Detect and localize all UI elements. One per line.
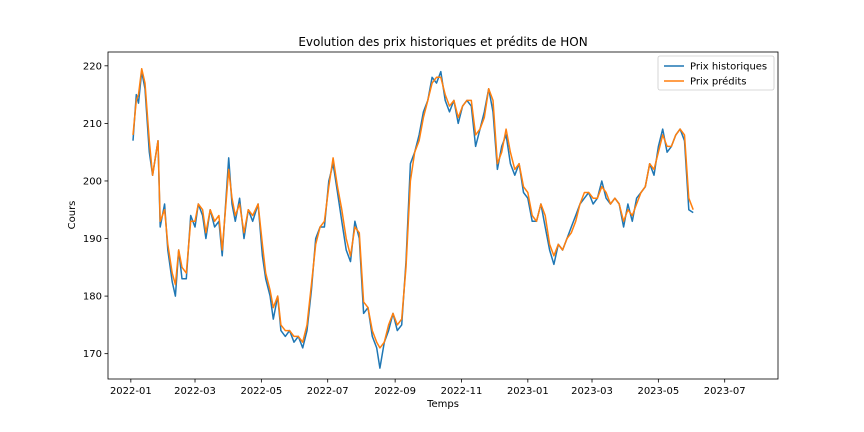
series-line-predicted <box>132 67 694 349</box>
x-tick-label: 2022-05 <box>240 386 282 397</box>
x-axis-label: Temps <box>426 399 459 410</box>
y-tick-label: 190 <box>83 234 102 245</box>
plot-background <box>108 52 778 379</box>
x-tick-label: 2023-01 <box>507 386 549 397</box>
y-tick-label: 170 <box>83 349 102 360</box>
x-tick-label: 2022-07 <box>307 386 349 397</box>
legend-label-predicted: Prix prédits <box>690 76 747 88</box>
y-tick-label: 220 <box>83 61 102 72</box>
y-tick-label: 210 <box>83 119 102 130</box>
y-axis-label: Cours <box>67 201 78 230</box>
x-tick-label: 2023-05 <box>637 386 679 397</box>
x-tick-label: 2023-03 <box>571 386 613 397</box>
x-tick-label: 2022-01 <box>110 386 152 397</box>
y-axis: 170 180 190 200 210 220 <box>83 61 108 360</box>
y-tick-label: 180 <box>83 292 102 303</box>
legend-label-historical: Prix historiques <box>690 62 767 73</box>
chart-title: Evolution des prix historiques et prédit… <box>298 35 587 49</box>
plot-area <box>107 51 779 380</box>
series-layer <box>132 67 694 369</box>
legend: Prix historiques Prix prédits <box>657 55 775 91</box>
x-tick-label: 2023-07 <box>704 386 746 397</box>
legend-box <box>657 55 775 91</box>
x-tick-label: 2022-03 <box>174 386 216 397</box>
plot-frame <box>107 51 779 380</box>
y-tick-label: 200 <box>83 176 102 187</box>
x-tick-label: 2022-09 <box>374 386 416 397</box>
x-tick-label: 2022-11 <box>441 386 483 397</box>
x-axis: 2022-01 2022-03 2022-05 2022-07 2022-09 2022-… <box>110 379 746 397</box>
